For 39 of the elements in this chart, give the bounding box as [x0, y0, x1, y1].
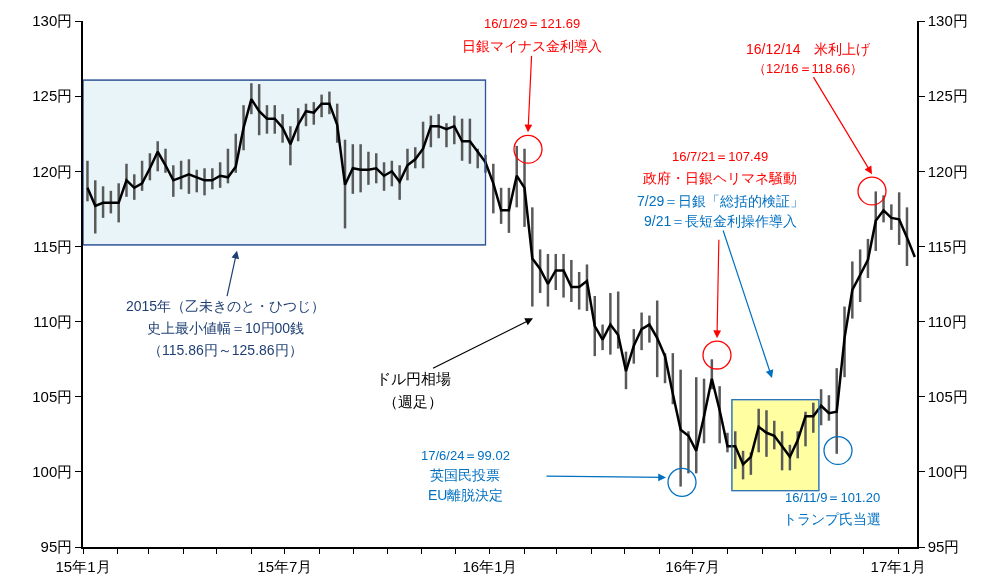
- y-tick-label: 105円: [32, 387, 73, 405]
- y-tick-label: 130円: [32, 12, 73, 30]
- annotation: 史上最小値幅＝10円00銭: [147, 320, 305, 336]
- annotation: 9/21＝長短金利操作導入: [644, 213, 798, 229]
- annotation: 16/1/29＝121.69: [484, 16, 581, 31]
- y2-tick-label: 130円: [927, 12, 968, 30]
- y-tick-label: 125円: [32, 87, 73, 105]
- y-tick-label: 115円: [33, 237, 73, 255]
- x-tick-label: 16年7月: [665, 557, 721, 575]
- x-tick-label: 15年1月: [55, 557, 111, 575]
- annotation: （12/16＝118.66）: [753, 61, 864, 76]
- annotation: 16/12/14 米利上げ: [746, 41, 872, 57]
- annotation: 英国民投票: [430, 467, 500, 483]
- annotation: 日銀マイナス金利導入: [462, 38, 602, 54]
- annotation: トランプ氏当選: [783, 511, 881, 527]
- y2-tick-label: 95円: [927, 538, 960, 556]
- y2-tick-label: 120円: [927, 162, 968, 180]
- annotation: 16/11/9＝101.20: [785, 490, 881, 505]
- x-tick-label: 15年7月: [257, 557, 313, 575]
- y-tick-label: 120円: [32, 162, 73, 180]
- y2-tick-label: 100円: [927, 463, 968, 481]
- y2-tick-label: 110円: [927, 312, 967, 330]
- x-tick-label: 17年1月: [870, 557, 926, 575]
- annotation: 2015年（乙未きのと・ひつじ）: [126, 298, 326, 314]
- y-tick-label: 110円: [33, 312, 73, 330]
- annotation: （115.86円～125.86円）: [148, 342, 303, 358]
- y2-tick-label: 105円: [927, 387, 968, 405]
- annotation: 17/6/24＝99.02: [421, 448, 510, 463]
- annotation: 7/29＝日銀「総括的検証」: [637, 193, 805, 209]
- annotation: ドル円相場: [376, 370, 451, 387]
- annotation: 16/7/21＝107.49: [672, 149, 769, 164]
- annotation: （週足）: [383, 393, 443, 410]
- y2-tick-label: 125円: [927, 87, 968, 105]
- y2-tick-label: 115円: [927, 237, 967, 255]
- y-tick-label: 95円: [40, 538, 73, 556]
- x-tick-label: 16年1月: [462, 557, 518, 575]
- annotation: 政府・日銀ヘリマネ騒動: [643, 170, 797, 186]
- y-tick-label: 100円: [32, 463, 73, 481]
- annotation: EU離脱決定: [428, 487, 504, 503]
